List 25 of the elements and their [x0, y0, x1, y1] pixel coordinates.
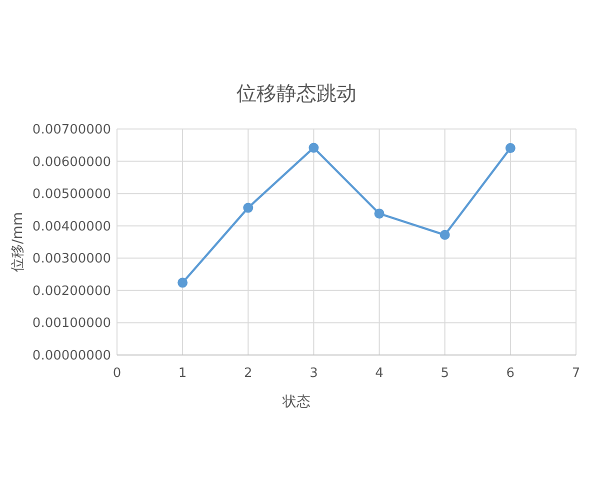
chart-title: 位移静态跳动: [236, 81, 356, 105]
y-tick-label: 0.00600000: [32, 154, 111, 170]
x-tick-label: 5: [440, 366, 449, 381]
point: [440, 230, 450, 240]
y-tick-label: 0.00700000: [32, 122, 111, 138]
x-tick-label: 1: [178, 366, 187, 381]
y-tick-label: 0.00400000: [32, 219, 111, 234]
x-tick-label: 0: [112, 366, 122, 381]
x-tick-label: 6: [506, 366, 515, 381]
y-tick-label: 0.00300000: [32, 252, 111, 267]
point: [243, 202, 254, 213]
x-tick-label: 3: [310, 366, 318, 381]
y-tick-label: 0.00000000: [32, 348, 111, 364]
x-axis-title: 状态: [282, 394, 310, 410]
y-axis-title: 位移/mm: [10, 212, 26, 272]
point: [505, 143, 516, 154]
x-tick-label: 2: [244, 366, 252, 381]
y-tick-label: 0.00500000: [32, 187, 111, 202]
x-tick-label: 4: [375, 366, 384, 381]
y-tick-label: 0.00200000: [32, 284, 111, 299]
y-tick-label: 0.00100000: [32, 316, 111, 332]
x-tick-label: 7: [572, 366, 580, 381]
point: [178, 278, 188, 288]
point: [374, 208, 384, 219]
point: [308, 142, 319, 153]
